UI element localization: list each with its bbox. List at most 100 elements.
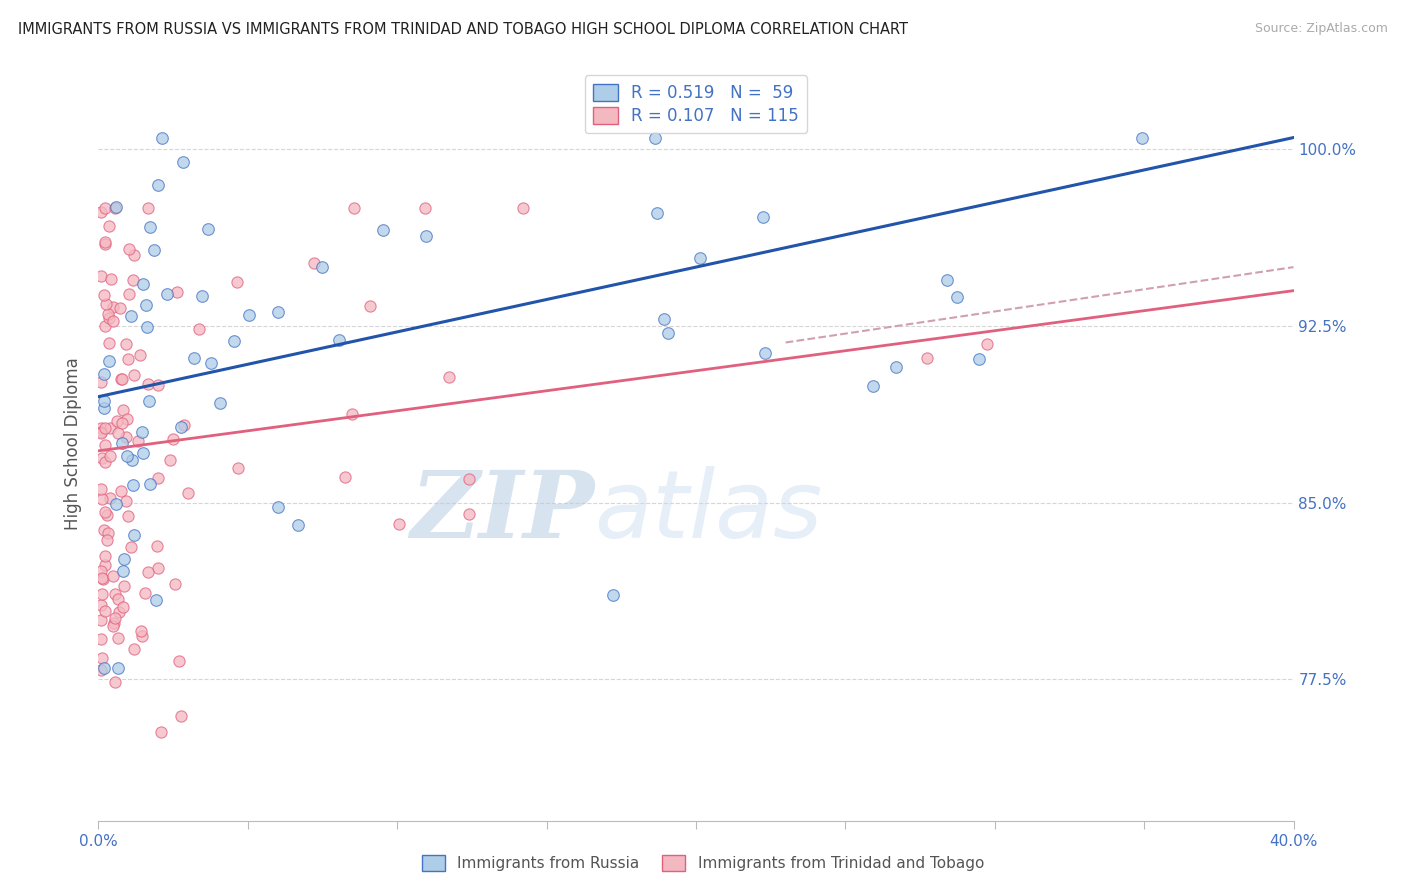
- Point: [657, 326, 679, 341]
- Point: [93, 660, 115, 674]
- Point: [862, 379, 884, 393]
- Point: [120, 540, 142, 554]
- Point: [602, 588, 624, 602]
- Point: [117, 509, 139, 524]
- Point: [91, 587, 114, 601]
- Point: [967, 351, 990, 366]
- Point: [121, 272, 143, 286]
- Point: [118, 242, 141, 256]
- Point: [100, 272, 122, 286]
- Point: [98, 449, 121, 463]
- Point: [93, 523, 115, 537]
- Point: [94, 604, 117, 618]
- Point: [173, 417, 195, 432]
- Point: [98, 354, 121, 368]
- Point: [94, 318, 117, 333]
- Y-axis label: High School Diploma: High School Diploma: [65, 358, 83, 530]
- Point: [170, 420, 193, 434]
- Point: [127, 434, 149, 448]
- Point: [138, 393, 160, 408]
- Point: [98, 310, 121, 325]
- Point: [107, 631, 129, 645]
- Point: [146, 378, 169, 392]
- Point: [238, 308, 260, 322]
- Point: [132, 277, 155, 291]
- Point: [328, 333, 350, 347]
- Legend: Immigrants from Russia, Immigrants from Trinidad and Tobago: Immigrants from Russia, Immigrants from …: [416, 849, 990, 877]
- Point: [90, 268, 112, 283]
- Point: [148, 471, 170, 485]
- Point: [110, 483, 132, 498]
- Point: [136, 201, 159, 215]
- Point: [163, 576, 186, 591]
- Point: [111, 372, 134, 386]
- Point: [96, 533, 118, 548]
- Point: [287, 517, 309, 532]
- Point: [267, 500, 290, 515]
- Point: [437, 370, 460, 384]
- Point: [1130, 130, 1153, 145]
- Point: [146, 540, 169, 554]
- Point: [415, 228, 437, 243]
- Point: [343, 201, 366, 215]
- Point: [512, 201, 534, 215]
- Point: [115, 336, 138, 351]
- Point: [415, 201, 437, 215]
- Point: [752, 210, 775, 224]
- Point: [90, 564, 112, 578]
- Point: [139, 219, 162, 234]
- Point: [388, 517, 411, 532]
- Point: [135, 320, 157, 334]
- Point: [139, 477, 162, 491]
- Point: [105, 497, 128, 511]
- Point: [101, 569, 124, 583]
- Point: [103, 610, 125, 624]
- Point: [117, 351, 139, 366]
- Point: [166, 285, 188, 299]
- Point: [90, 613, 112, 627]
- Point: [136, 565, 159, 579]
- Point: [118, 287, 141, 301]
- Point: [121, 453, 143, 467]
- Point: [97, 307, 120, 321]
- Point: [90, 204, 112, 219]
- Point: [156, 287, 179, 301]
- Point: [754, 346, 776, 360]
- Point: [645, 206, 668, 220]
- Point: [226, 461, 249, 475]
- Point: [94, 438, 117, 452]
- Point: [149, 725, 172, 739]
- Point: [101, 314, 124, 328]
- Point: [104, 674, 127, 689]
- Point: [90, 375, 112, 389]
- Point: [111, 599, 134, 614]
- Point: [93, 572, 115, 586]
- Point: [103, 201, 125, 215]
- Point: [94, 421, 117, 435]
- Point: [96, 296, 118, 310]
- Point: [976, 337, 998, 351]
- Point: [93, 367, 115, 381]
- Point: [131, 629, 153, 643]
- Point: [311, 260, 333, 274]
- Point: [103, 616, 125, 631]
- Point: [209, 396, 232, 410]
- Point: [191, 288, 214, 302]
- Point: [458, 472, 481, 486]
- Point: [131, 425, 153, 439]
- Legend: R = 0.519   N =  59, R = 0.107   N = 115: R = 0.519 N = 59, R = 0.107 N = 115: [585, 75, 807, 133]
- Point: [187, 322, 209, 336]
- Point: [115, 450, 138, 464]
- Point: [107, 592, 129, 607]
- Point: [644, 130, 666, 145]
- Point: [101, 619, 124, 633]
- Point: [124, 248, 146, 262]
- Point: [110, 372, 132, 386]
- Point: [94, 505, 117, 519]
- Point: [340, 407, 363, 421]
- Point: [115, 411, 138, 425]
- Point: [111, 564, 134, 578]
- Point: [112, 552, 135, 566]
- Point: [167, 654, 190, 668]
- Point: [93, 288, 115, 302]
